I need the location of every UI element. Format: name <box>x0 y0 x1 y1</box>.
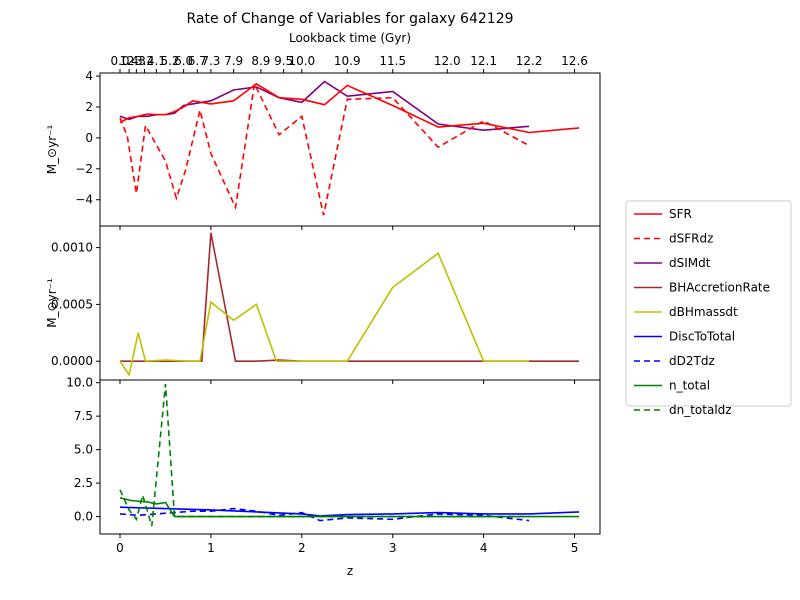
x-tick-label: 5 <box>571 541 579 555</box>
legend-label-dSFRdz: dSFRdz <box>669 232 713 246</box>
y-tick-label: 7.5 <box>74 409 93 423</box>
y-axis-label: M_⊙yr⁻¹ <box>45 278 59 328</box>
y-tick-label: 4 <box>85 69 93 83</box>
top-tick-label: 2.3 <box>127 54 146 68</box>
x-tick-label: 3 <box>389 541 397 555</box>
y-tick-label: 0 <box>85 131 93 145</box>
y-tick-label: −4 <box>75 193 93 207</box>
top-tick-label: 12.2 <box>516 54 543 68</box>
top-axis-label: Lookback time (Gyr) <box>289 31 411 45</box>
y-tick-label: 2 <box>85 100 93 114</box>
top-tick-label: 3.2 <box>135 54 154 68</box>
y-axis-label: M_⊙yr⁻¹ <box>45 125 59 175</box>
top-tick-label: 1.4 <box>120 54 139 68</box>
series-line-SFR <box>119 82 580 134</box>
series-line-dBHmassdt <box>119 252 530 377</box>
plot-layer: −4 −2 0 2 4 M_⊙yr⁻¹ 0.0000 0.0005 0.0010 M_⊙yr⁻¹ 0… <box>45 54 601 555</box>
legend-label-dn_totaldz: dn_totaldz <box>669 403 732 417</box>
y-tick-label: −2 <box>75 162 93 176</box>
top-tick-label: 7.3 <box>201 54 220 68</box>
legend: SFR dSFRdz dSIMdt BHAccretionRate dBHmassdt D… <box>625 200 792 417</box>
series-line-BHAccretionRate <box>120 232 580 363</box>
top-tick-label: 12.6 <box>561 54 588 68</box>
top-tick-label: 6.7 <box>188 54 207 68</box>
top-tick-label: 12.1 <box>470 54 497 68</box>
x-tick-label: 4 <box>480 541 488 555</box>
chart-title: Rate of Change of Variables for galaxy 6… <box>186 11 513 27</box>
legend-label-BHAccretionRate: BHAccretionRate <box>669 281 770 295</box>
top-tick-label: 10.9 <box>334 54 361 68</box>
legend-label-dD2Tdz: dD2Tdz <box>669 354 715 368</box>
top-tick-label: 10.0 <box>288 54 315 68</box>
legend-label-DiscToTotal: DiscToTotal <box>669 330 735 344</box>
y-tick-label: 0.0005 <box>51 297 93 311</box>
top-tick-label: 8.9 <box>251 54 270 68</box>
x-axis-label: z <box>347 564 353 578</box>
x-tick-label: 1 <box>207 541 215 555</box>
y-tick-label: 2.5 <box>74 476 93 490</box>
series-line-dSIMdt <box>119 80 530 132</box>
legend-label-SFR: SFR <box>669 207 692 221</box>
legend-label-dSIMdt: dSIMdt <box>669 256 711 270</box>
series-line-DiscToTotal <box>119 506 580 517</box>
legend-label-n_total: n_total <box>669 379 710 393</box>
y-tick-label: 0.0000 <box>51 354 93 368</box>
top-tick-label: 11.5 <box>379 54 406 68</box>
top-tick-label: 5.2 <box>160 54 179 68</box>
top-tick-label: 6.0 <box>174 54 193 68</box>
y-tick-label: 0.0 <box>74 510 93 524</box>
legend-label-dBHmassdt: dBHmassdt <box>669 305 738 319</box>
series-line-dSFRdz <box>119 81 530 216</box>
x-tick-label: 0 <box>116 541 124 555</box>
y-tick-label: 0.0010 <box>51 241 93 255</box>
top-tick-label: 4.1 <box>147 54 166 68</box>
top-tick-label: 12.0 <box>434 54 461 68</box>
panel-3-frame <box>99 379 601 535</box>
y-tick-label: 10.0 <box>66 376 93 390</box>
series-line-dn_totaldz <box>119 383 530 527</box>
top-tick-label: 9.5 <box>274 54 293 68</box>
series-line-dD2Tdz <box>119 507 530 522</box>
x-tick-label: 2 <box>298 541 306 555</box>
top-tick-label: 7.9 <box>224 54 243 68</box>
legend-box <box>625 200 792 407</box>
top-tick-label: 0.0 <box>110 54 129 68</box>
y-tick-label: 5.0 <box>74 443 93 457</box>
